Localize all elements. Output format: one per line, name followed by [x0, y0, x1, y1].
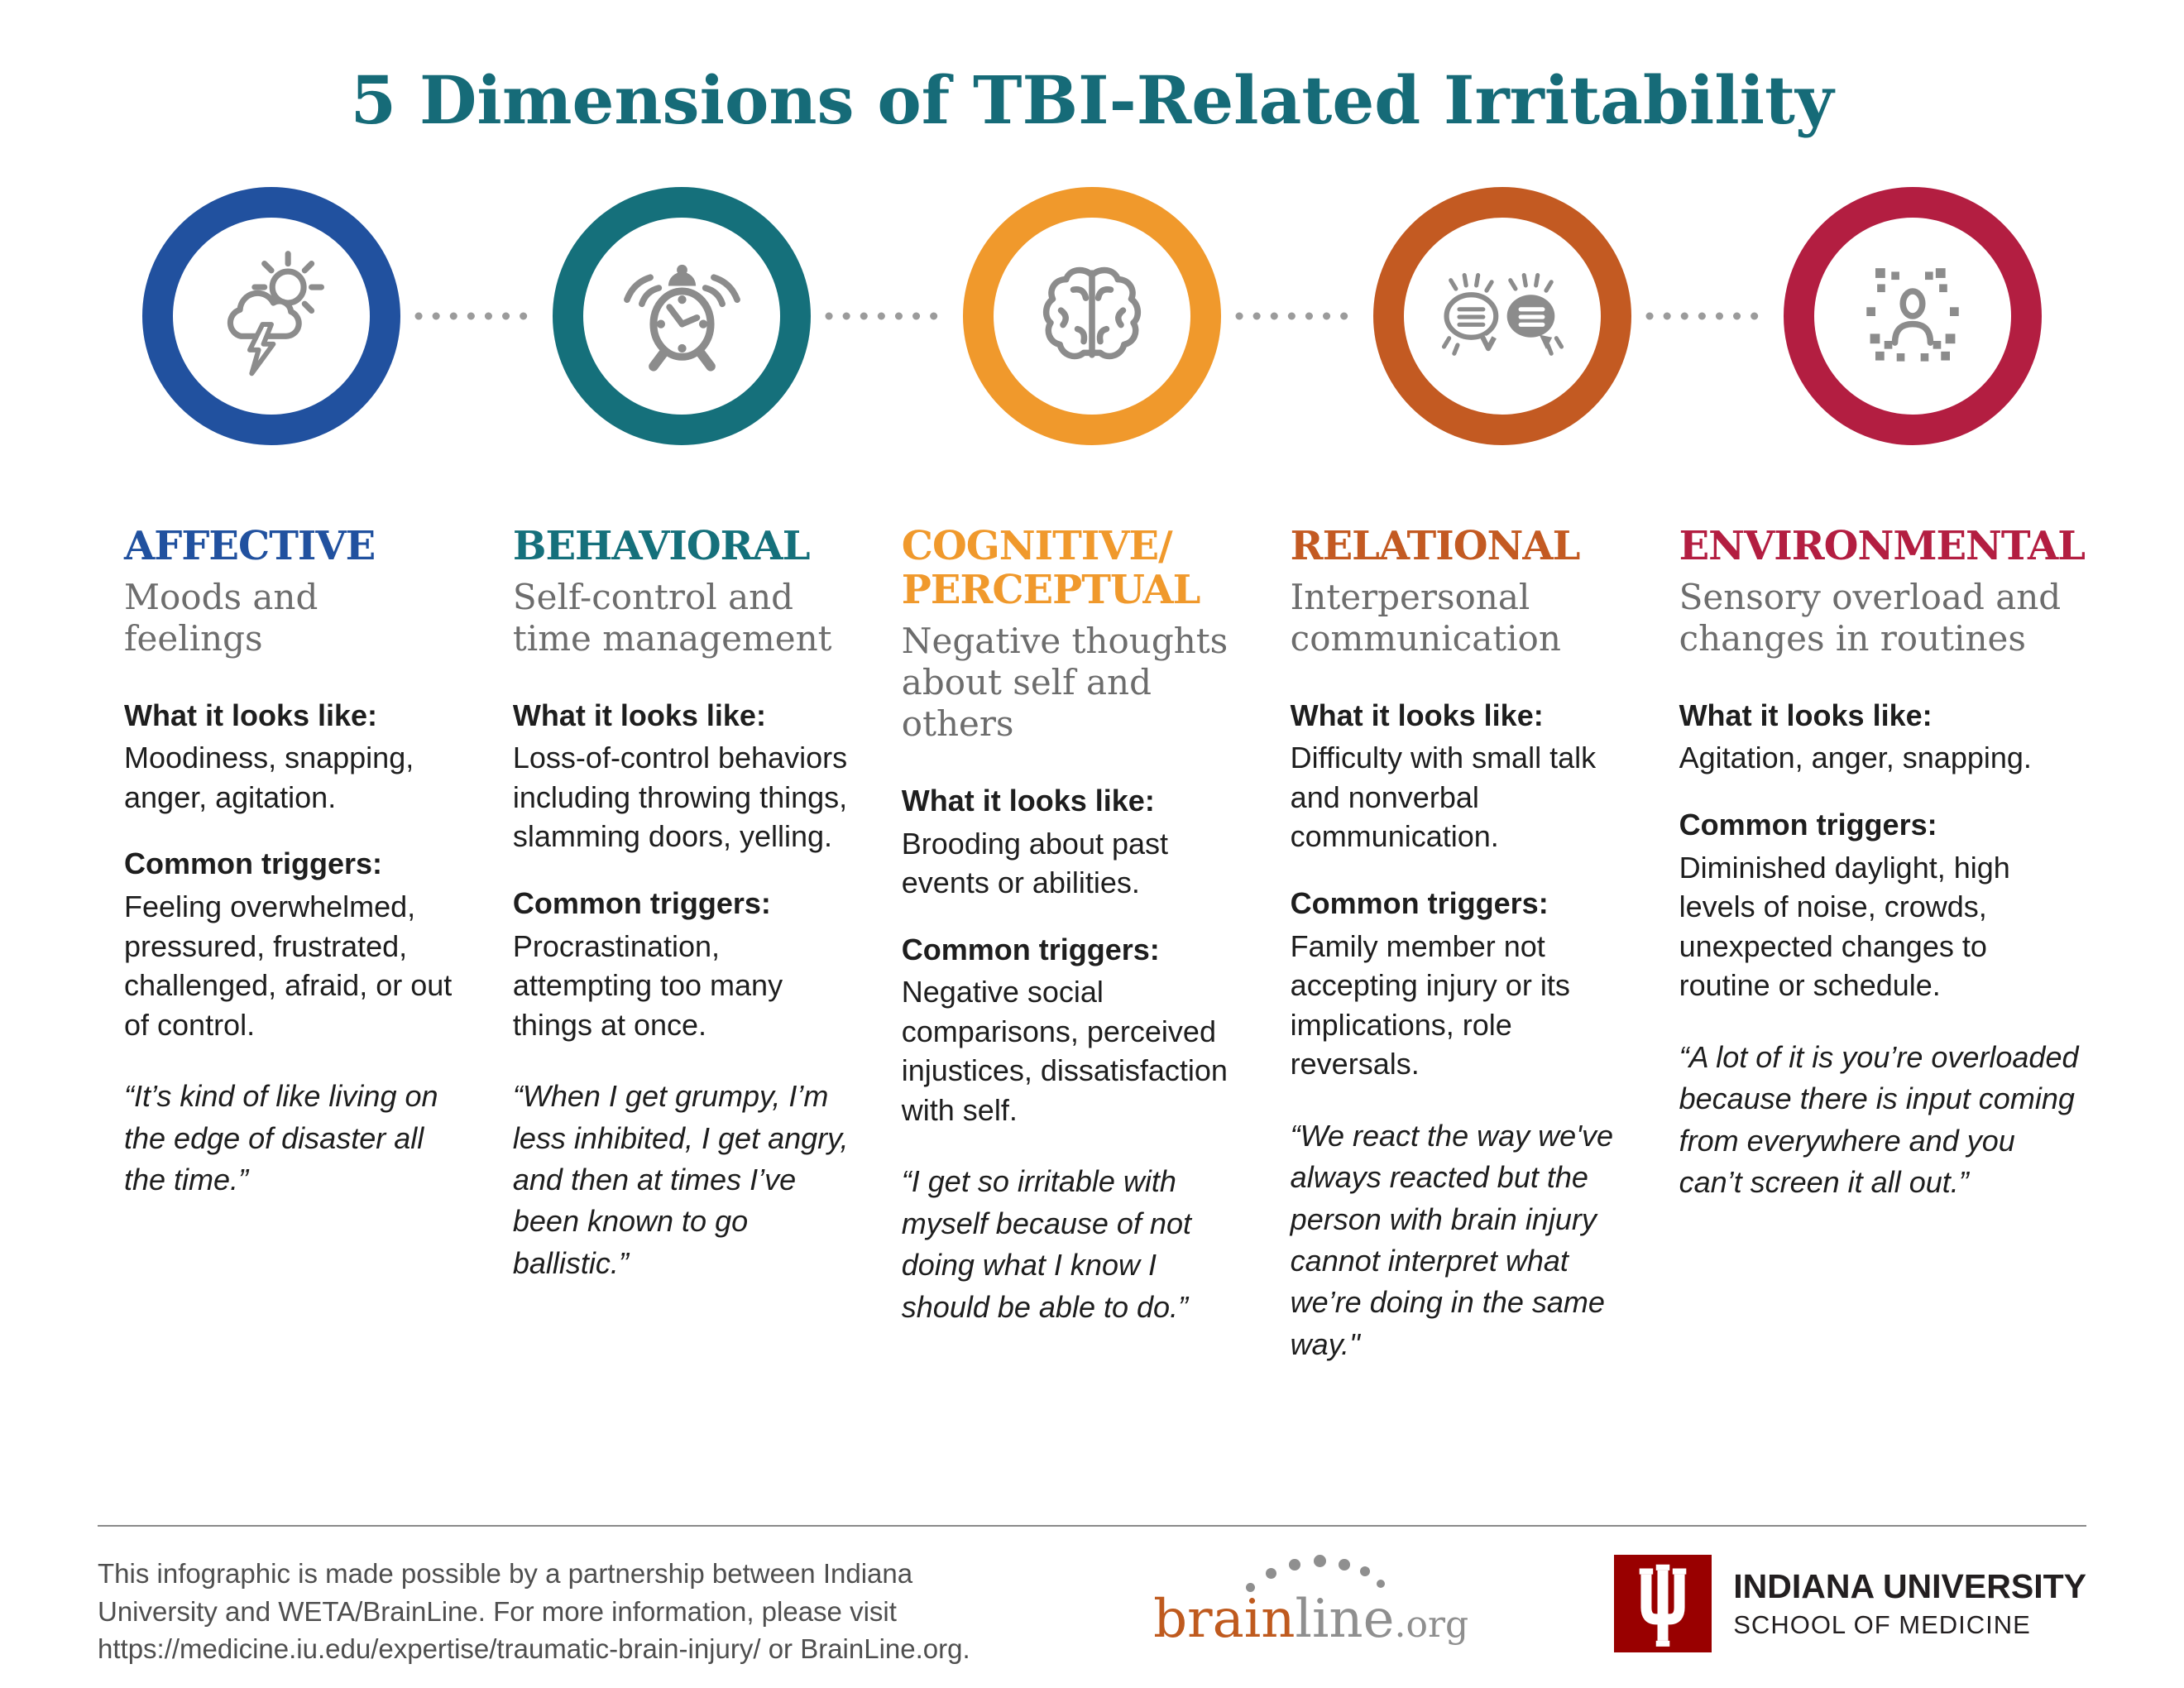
what-it-looks-like-text: Agitation, anger, snapping.	[1679, 741, 2032, 775]
page-title: 5 Dimensions of TBI-Related Irritability	[350, 61, 1834, 139]
dimension-title: ENVIRONMENTAL	[1679, 523, 2086, 569]
dimension-title: RELATIONAL	[1290, 523, 1581, 569]
dimension-title: BEHAVIORAL	[512, 523, 811, 569]
quote-text: “I get so irritable with myself because …	[901, 1164, 1191, 1324]
brainline-logo-dot	[1246, 1583, 1256, 1592]
what-it-looks-like-label: What it looks like:	[1679, 698, 1933, 732]
brainline-logo-dot	[1266, 1568, 1277, 1579]
dimension-column-affective: AFFECTIVE Moods and feelings What it loo…	[124, 525, 467, 1365]
iu-logo-text: INDIANA UNIVERSITY SCHOOL OF MEDICINE	[1733, 1567, 2086, 1640]
what-it-looks-like-text: Loss-of-control behaviors including thro…	[512, 741, 848, 854]
common-triggers-label: Common triggers:	[1290, 885, 1549, 920]
iu-school: SCHOOL OF MEDICINE	[1733, 1609, 2031, 1639]
brainline-logo: brainline.org	[1153, 1555, 1468, 1646]
dimension-column-relational: RELATIONAL Interpersonal communication W…	[1291, 525, 1633, 1365]
speech-bubbles-icon	[1441, 273, 1564, 356]
dimension-columns: AFFECTIVE Moods and feelings What it loo…	[124, 523, 2086, 1365]
common-triggers-text: Family member not accepting injury or it…	[1290, 928, 1570, 1081]
dotted-connector	[414, 312, 539, 320]
brainline-logo-line: line	[1295, 1589, 1395, 1650]
common-triggers-label: Common triggers:	[901, 932, 1160, 966]
common-triggers-label: Common triggers:	[1679, 807, 1937, 842]
common-triggers-text: Negative social comparisons, perceived i…	[901, 975, 1228, 1127]
dimension-title: COGNITIVE/ PERCEPTUAL	[901, 523, 1201, 613]
footer: This infographic is made possible by a p…	[98, 1525, 2086, 1668]
what-it-looks-like-text: Moodiness, snapping, anger, agitation.	[124, 741, 414, 814]
dimension-subtitle: Sensory overload and changes in routines	[1679, 576, 2062, 659]
behavioral-circle	[553, 187, 811, 445]
storm-cloud-sun-icon	[227, 251, 324, 376]
dimension-subtitle: Moods and feelings	[124, 576, 318, 659]
brainline-logo-brain: brain	[1153, 1589, 1296, 1650]
brainline-logo-org: .org	[1394, 1604, 1469, 1646]
person-sensory-overload-icon	[1866, 268, 1959, 362]
relational-circle	[1373, 187, 1631, 445]
credit-text: This infographic is made possible by a p…	[98, 1558, 970, 1665]
affective-circle	[142, 187, 400, 445]
dotted-connector	[1645, 312, 1770, 320]
quote-text: “We react the way we've always reacted b…	[1290, 1118, 1614, 1361]
dimension-circles-row	[142, 187, 2042, 445]
cognitive-perceptual-circle	[963, 187, 1221, 445]
common-triggers-text: Feeling overwhelmed, pressured, frustrat…	[124, 890, 453, 1042]
quote-text: “A lot of it is you’re overloaded becaus…	[1679, 1039, 2079, 1199]
dimension-column-cognitive-perceptual: COGNITIVE/ PERCEPTUAL Negative thoughts …	[902, 525, 1244, 1365]
brainline-logo-dot	[1289, 1559, 1301, 1571]
dimension-subtitle: Interpersonal communication	[1290, 576, 1561, 659]
environmental-circle	[1784, 187, 2042, 445]
brainline-logo-dot	[1339, 1559, 1351, 1571]
what-it-looks-like-label: What it looks like:	[901, 783, 1155, 818]
common-triggers-text: Diminished daylight, high levels of nois…	[1679, 850, 2010, 1003]
what-it-looks-like-label: What it looks like:	[124, 698, 378, 732]
what-it-looks-like-text: Difficulty with small talk and nonverbal…	[1290, 741, 1597, 854]
quote-text: “It’s kind of like living on the edge of…	[124, 1079, 438, 1197]
dimension-column-environmental: ENVIRONMENTAL Sensory overload and chang…	[1679, 523, 2086, 1365]
what-it-looks-like-text: Brooding about past events or abilities.	[901, 826, 1169, 900]
common-triggers-label: Common triggers:	[124, 846, 383, 881]
dimension-title: AFFECTIVE	[124, 523, 376, 569]
dimension-subtitle: Self-control and time management	[512, 576, 832, 659]
what-it-looks-like-label: What it looks like:	[512, 698, 766, 732]
iu-name: INDIANA UNIVERSITY	[1733, 1566, 2086, 1605]
alarm-clock-icon	[623, 264, 740, 372]
dotted-connector	[1235, 312, 1360, 320]
brainline-logo-dot	[1314, 1555, 1327, 1567]
brainline-logo-dot	[1360, 1566, 1371, 1576]
indiana-university-logo: INDIANA UNIVERSITY SCHOOL OF MEDICINE	[1614, 1555, 2086, 1652]
what-it-looks-like-label: What it looks like:	[1290, 698, 1544, 732]
common-triggers-text: Procrastination, attempting too many thi…	[512, 928, 783, 1042]
dimension-column-behavioral: BEHAVIORAL Self-control and time managem…	[513, 525, 855, 1365]
quote-text: “When I get grumpy, I’m less inhibited, …	[512, 1079, 849, 1280]
dimension-subtitle: Negative thoughts about self and others	[901, 620, 1228, 745]
common-triggers-label: Common triggers:	[512, 885, 771, 920]
iu-trident-icon	[1614, 1555, 1712, 1652]
dotted-connector	[825, 312, 950, 320]
brainline-logo-dot	[1377, 1580, 1386, 1588]
brain-icon	[1042, 266, 1142, 360]
